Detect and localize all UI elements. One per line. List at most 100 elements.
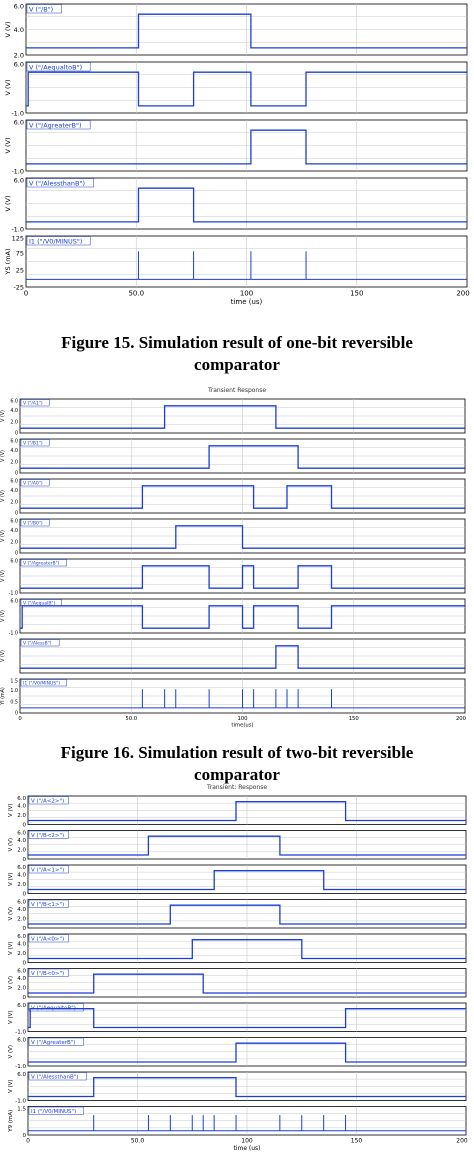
y-tick-label: 0 — [15, 551, 18, 557]
legend-label: V ("/AgreaterB") — [29, 122, 82, 130]
x-tick-label: 100 — [240, 290, 253, 298]
signal-trace — [28, 870, 466, 891]
legend-box — [28, 899, 69, 908]
y-tick-label: 6.0 — [14, 61, 24, 69]
figure-17-plot: V ("/A<2>")V (V)6.04.02.00V ("/B<2>")V (… — [8, 795, 468, 1152]
y-tick-label: -1.0 — [15, 1029, 26, 1035]
legend-label: V ("/A<0>") — [31, 937, 64, 943]
y-tick-label: 4.0 — [17, 872, 26, 878]
figure-16-caption: Figure 16. Simulation result of two-bit … — [0, 742, 474, 786]
legend-box — [28, 968, 69, 977]
y-tick-label: 6.0 — [17, 865, 26, 871]
y-tick-label: 0 — [15, 511, 18, 517]
legend-box — [20, 559, 67, 567]
y-tick-label: 2.0 — [17, 951, 26, 957]
legend-label: V ("/AequaltoB") — [29, 64, 82, 72]
y-tick-label: 6.0 — [17, 830, 26, 836]
y-tick-label: 2.0 — [17, 813, 26, 819]
y-tick-label: 6.0 — [14, 177, 24, 185]
y-axis-label: V (V) — [8, 838, 14, 852]
y-tick-label: -1.0 — [11, 225, 24, 233]
y-tick-label: 6.0 — [10, 518, 18, 524]
y-tick-label: 1.5 — [10, 678, 18, 684]
y-tick-label: 6.0 — [17, 1003, 26, 1009]
legend-box — [28, 796, 69, 805]
x-tick-label: 150 — [350, 290, 363, 298]
legend-box — [28, 1106, 84, 1115]
plot-panel: V ("/B1") V (V) 6.0 4.0 2.0 0 — [0, 438, 466, 477]
signal-trace — [20, 605, 465, 629]
y-tick-label: 0 — [23, 891, 27, 897]
legend-box — [20, 679, 67, 687]
legend-label: V ("/A1") — [23, 401, 43, 407]
legend-label: I1 ("/V0/MINUS") — [29, 238, 82, 246]
y-axis-label: V (V) — [4, 79, 12, 95]
y-tick-label: 6.0 — [14, 119, 24, 127]
legend-label: V ("/AlessB") — [23, 641, 52, 647]
y-tick-label: 2.0 — [17, 882, 26, 888]
legend-label: V ("/AlessthanB") — [31, 1075, 78, 1081]
plot-panel: V ("/B<1>") V (V)6.0 4.0 2.0 0 — [8, 899, 467, 932]
signal-trace — [28, 801, 466, 822]
plot-panel: V ("/AequaltoB") V (V) 6.0 -1.0 — [4, 61, 468, 117]
signal-trace — [20, 565, 465, 589]
x-tick-label: 200 — [456, 716, 467, 722]
plot-panel: I1 ("/V0/MINUS") Y9 (mA)1.5 0 — [8, 1106, 467, 1139]
y-tick-label: 2.0 — [10, 419, 18, 425]
y-axis-label: V (V) — [8, 803, 14, 817]
y-tick-label: -1.0 — [11, 109, 24, 117]
legend-box — [28, 1003, 84, 1012]
figure-15-plot: V ("/B")V (V)6.04.02.0V ("/AequaltoB")V … — [4, 3, 470, 305]
x-tick-label: 150 — [351, 1138, 363, 1145]
y-axis-label: V (V) — [0, 450, 6, 462]
y-tick-label: 125 — [12, 235, 24, 243]
legend-box — [20, 519, 50, 527]
y-axis-label: V (V) — [0, 570, 6, 582]
y-tick-label: 0 — [23, 822, 27, 828]
plot-panel: V ("/B0") V (V) 6.0 4.0 2.0 0 — [0, 518, 466, 557]
y-axis-label: V (V) — [0, 530, 6, 542]
signal-trace — [20, 525, 465, 549]
signal-trace — [28, 1008, 466, 1029]
signal-trace — [26, 187, 467, 223]
figure-17-plot-title: Transient: Response — [206, 784, 268, 791]
y-tick-label: 0 — [23, 960, 27, 966]
x-tick-label: 200 — [456, 1138, 468, 1145]
figure-15-caption: Figure 15. Simulation result of one-bit … — [0, 332, 474, 376]
x-axis-label: time (us) — [233, 1145, 260, 1152]
y-axis-label: V (V) — [4, 21, 12, 37]
y-axis-label: V (V) — [4, 195, 12, 211]
y-axis-label: V (V) — [8, 1079, 14, 1093]
y-tick-label: 6.0 — [14, 3, 24, 11]
x-tick-label: 0 — [26, 1138, 30, 1145]
x-tick-label: 50.0 — [131, 1138, 145, 1145]
y-tick-label: 4.0 — [17, 907, 26, 913]
y-tick-label: 2.0 — [17, 847, 26, 853]
y-tick-label: 4.0 — [17, 941, 26, 947]
y-tick-label: 4.0 — [10, 448, 18, 454]
y-tick-label: -1.0 — [15, 1064, 26, 1070]
y-tick-label: 6.0 — [17, 968, 26, 974]
plot-panel: V ("/AgreaterB") V (V) 6.0 -1.0 — [0, 558, 466, 597]
legend-label: V ("/AequalB") — [23, 601, 55, 607]
signal-trace — [20, 485, 465, 509]
y-axis-label: V (V) — [8, 976, 14, 990]
y-tick-label: 4.0 — [17, 976, 26, 982]
y-tick-label: 0 — [23, 857, 27, 863]
y-tick-label: 25 — [16, 266, 24, 274]
legend-box — [26, 4, 62, 14]
signal-trace — [26, 13, 467, 49]
legend-label: V ("/AlessthanB") — [29, 180, 85, 188]
y-tick-label: 1.5 — [17, 1106, 26, 1112]
y-tick-label: 2.0 — [14, 51, 24, 59]
y-tick-label: 0.5 — [10, 699, 18, 705]
y-tick-label: 6.0 — [10, 478, 18, 484]
y-tick-label: 2.0 — [17, 916, 26, 922]
figure-16-caption-line1: Figure 16. Simulation result of two-bit … — [60, 743, 414, 762]
legend-box — [28, 934, 69, 943]
signal-trace — [20, 405, 465, 429]
legend-box — [20, 439, 50, 447]
y-tick-label: -25 — [13, 283, 24, 291]
y-tick-label: 0 — [15, 711, 18, 717]
signal-trace — [28, 1077, 466, 1098]
